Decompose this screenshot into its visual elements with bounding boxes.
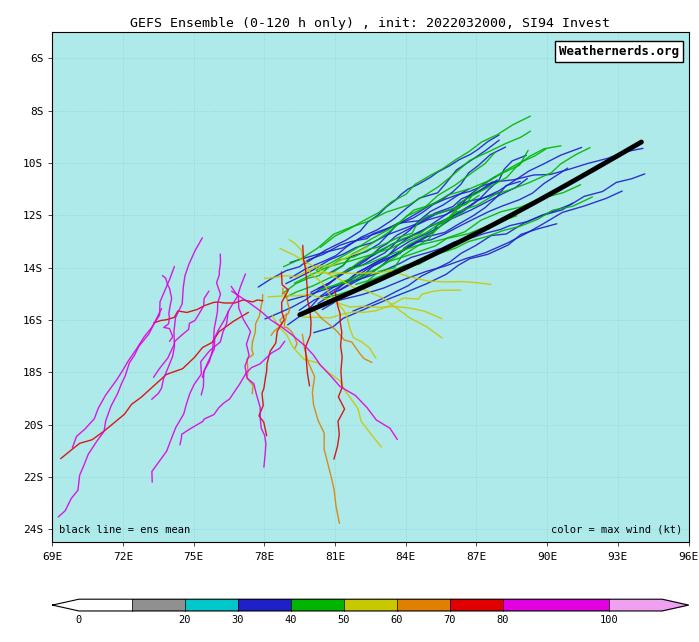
Polygon shape: [662, 599, 689, 611]
Text: 30: 30: [231, 614, 244, 625]
Polygon shape: [52, 599, 79, 611]
Text: 0: 0: [75, 614, 82, 625]
Text: 70: 70: [444, 614, 456, 625]
Text: 100: 100: [600, 614, 619, 625]
Text: black line = ens mean: black line = ens mean: [59, 525, 190, 535]
Text: 60: 60: [391, 614, 403, 625]
Text: 20: 20: [179, 614, 192, 625]
Title: GEFS Ensemble (0-120 h only) , init: 2022032000, SI94 Invest: GEFS Ensemble (0-120 h only) , init: 202…: [131, 17, 610, 30]
Text: color = max wind (kt): color = max wind (kt): [551, 525, 682, 535]
Text: 80: 80: [497, 614, 510, 625]
Text: Weathernerds.org: Weathernerds.org: [559, 45, 679, 58]
Text: 50: 50: [338, 614, 350, 625]
Text: 40: 40: [284, 614, 297, 625]
